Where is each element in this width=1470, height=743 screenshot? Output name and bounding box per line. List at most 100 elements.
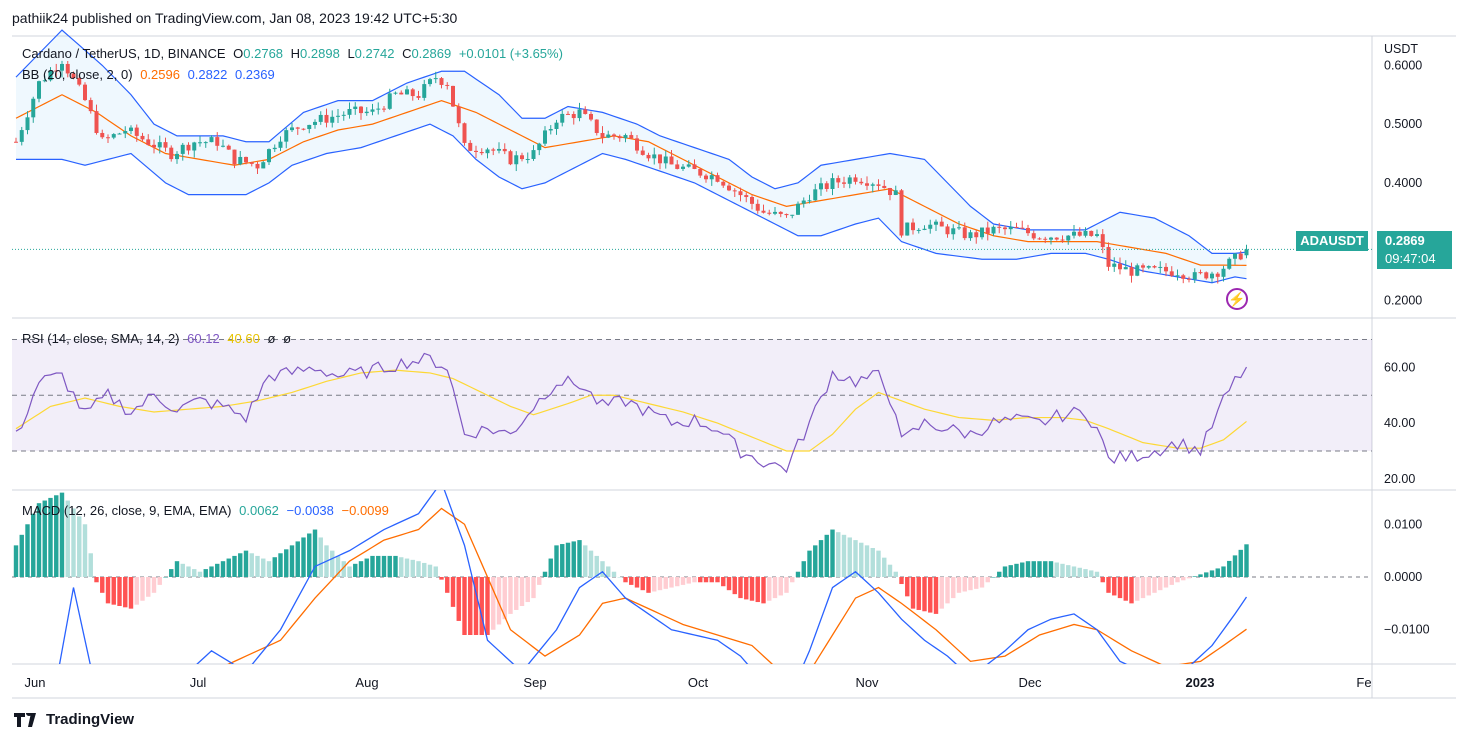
macd-hist-bar xyxy=(1071,566,1077,577)
price-tag-value: 0.2869 xyxy=(1385,233,1425,248)
macd-hist-bar xyxy=(468,577,473,635)
candle-body xyxy=(865,183,869,186)
macd-hist-bar xyxy=(1204,572,1209,577)
candle-body xyxy=(474,150,478,153)
candle-body xyxy=(922,228,927,230)
macd-hist-bar xyxy=(13,545,19,577)
macd-hist-bar xyxy=(249,553,254,577)
macd-group xyxy=(12,490,1372,664)
macd-hist-bar xyxy=(968,577,973,591)
rsi-tick-label: 20.00 xyxy=(1384,472,1415,486)
candle-body xyxy=(324,114,329,123)
candle-body xyxy=(853,177,858,182)
macd-hist-bar xyxy=(542,571,548,577)
candle-body xyxy=(1049,237,1053,240)
macd-hist-bar xyxy=(951,577,956,599)
macd-hist-bar xyxy=(703,577,709,583)
macd-hist-bar xyxy=(157,577,162,585)
macd-hist-bar xyxy=(307,533,312,577)
candle-body xyxy=(957,227,961,229)
candle-body xyxy=(750,197,754,204)
candle-body xyxy=(813,189,818,201)
candle-body xyxy=(1008,226,1013,230)
candle-body xyxy=(1066,235,1071,241)
macd-hist-bar xyxy=(1175,577,1180,583)
candle-body xyxy=(658,154,662,164)
macd-hist-bar xyxy=(422,562,427,577)
candle-body xyxy=(1089,230,1094,236)
macd-hist-bar xyxy=(807,550,812,577)
macd-hist-bar xyxy=(77,516,82,577)
macd-hist-bar xyxy=(698,577,703,583)
candle-body xyxy=(393,92,398,94)
macd-hist-bar xyxy=(646,577,651,593)
rsi-value: 60.12 xyxy=(187,331,220,346)
macd-hist-bar xyxy=(111,577,116,605)
macd-hist-bar xyxy=(1169,577,1174,585)
time-tick-label: 2023 xyxy=(1186,675,1215,690)
candle-body xyxy=(571,114,576,119)
time-tick-label: Jul xyxy=(190,675,207,690)
macd-tick-label: −0.0100 xyxy=(1384,623,1430,637)
macd-hist-bar xyxy=(537,577,542,585)
macd-hist-bar xyxy=(1002,566,1008,577)
candle-body xyxy=(479,152,484,154)
macd-hist-bar xyxy=(836,532,841,577)
candle-body xyxy=(842,182,846,184)
macd-hist-bar xyxy=(859,542,864,577)
macd-hist-bar xyxy=(985,577,990,583)
price-tick-label: 0.2000 xyxy=(1384,293,1422,307)
macd-hist-bar xyxy=(974,577,979,589)
candle-body xyxy=(525,158,530,160)
macd-hist-bar xyxy=(657,577,663,591)
candle-body xyxy=(606,134,611,138)
macd-hist-bar xyxy=(31,513,36,577)
candle-body xyxy=(37,81,41,99)
candle-body xyxy=(129,127,133,132)
candle-body xyxy=(1054,237,1059,240)
macd-hist-bar xyxy=(381,555,387,577)
price-change: +0.0101 (+3.65%) xyxy=(458,46,563,61)
candle-body xyxy=(1072,231,1076,236)
candle-body xyxy=(830,178,835,189)
candle-body xyxy=(727,185,731,191)
candle-body xyxy=(83,84,87,101)
macd-hist-bar xyxy=(491,577,496,630)
candle-body xyxy=(198,142,202,144)
candle-body xyxy=(508,151,513,165)
macd-hist-bar xyxy=(71,508,76,577)
candle-body xyxy=(1135,265,1140,276)
candle-body xyxy=(497,148,501,151)
macd-hist-bar xyxy=(186,566,191,577)
candle-body xyxy=(336,115,340,117)
time-tick-label: Nov xyxy=(855,675,879,690)
candle-body xyxy=(186,144,191,151)
macd-hist-bar xyxy=(1181,577,1186,581)
candle-body xyxy=(962,227,967,239)
candle-body xyxy=(882,185,887,189)
macd-hist-bar xyxy=(1066,565,1071,577)
bb-lower-line xyxy=(16,123,1247,284)
time-tick-label: Dec xyxy=(1018,675,1042,690)
macd-hist-bar xyxy=(232,555,237,577)
macd-hist-bar xyxy=(617,577,622,578)
candle-body xyxy=(1210,273,1214,279)
price-tick-label: 0.6000 xyxy=(1384,58,1422,72)
macd-hist-bar xyxy=(629,577,634,585)
brand-name: TradingView xyxy=(46,711,135,728)
candle-body xyxy=(934,221,938,225)
candle-body xyxy=(744,195,749,198)
candle-body xyxy=(876,184,881,186)
lightning-icon[interactable]: ⚡ xyxy=(1226,288,1248,310)
macd-hist-bar xyxy=(209,566,214,577)
candle-body xyxy=(416,96,421,98)
candle-body xyxy=(226,145,231,150)
macd-hist-bar xyxy=(847,537,852,577)
macd-hist-bar xyxy=(1152,577,1157,593)
candle-body xyxy=(169,147,174,160)
macd-hist-bar xyxy=(755,577,760,603)
macd-hist-bar xyxy=(295,541,300,577)
rsi-tick-label: 40.00 xyxy=(1384,416,1415,430)
